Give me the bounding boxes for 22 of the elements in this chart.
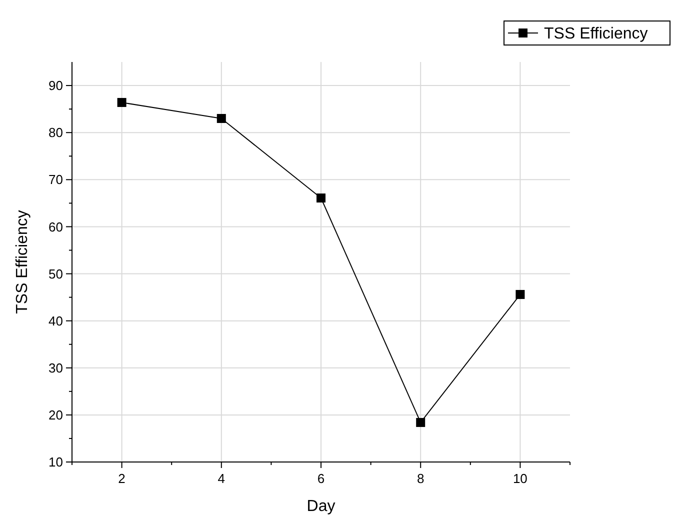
y-tick-label: 30 (48, 360, 63, 376)
x-tick-label: 10 (512, 471, 528, 486)
point (416, 418, 426, 427)
legend-label: TSS Efficiency (544, 26, 648, 43)
y-tick-label: 80 (48, 125, 63, 140)
point (216, 114, 226, 123)
point (117, 98, 126, 107)
point (316, 194, 326, 202)
x-axis-title: Day (306, 498, 336, 515)
y-tick-label: 60 (48, 219, 63, 234)
y-tick-label: 20 (48, 407, 63, 422)
y-tick-label: 50 (48, 266, 63, 282)
x-tick-label: 6 (317, 471, 325, 486)
point (516, 290, 525, 299)
y-axis-title: TSS Efficiency (14, 210, 31, 314)
x-tick-label: 2 (118, 471, 126, 486)
y-tick-label: 70 (48, 172, 63, 188)
y-tick-label: 90 (48, 78, 63, 94)
y-tick-label: 10 (48, 454, 63, 470)
x-tick-label: 8 (416, 471, 424, 486)
x-tick-label: 4 (218, 471, 226, 486)
y-tick-label: 40 (48, 313, 63, 328)
